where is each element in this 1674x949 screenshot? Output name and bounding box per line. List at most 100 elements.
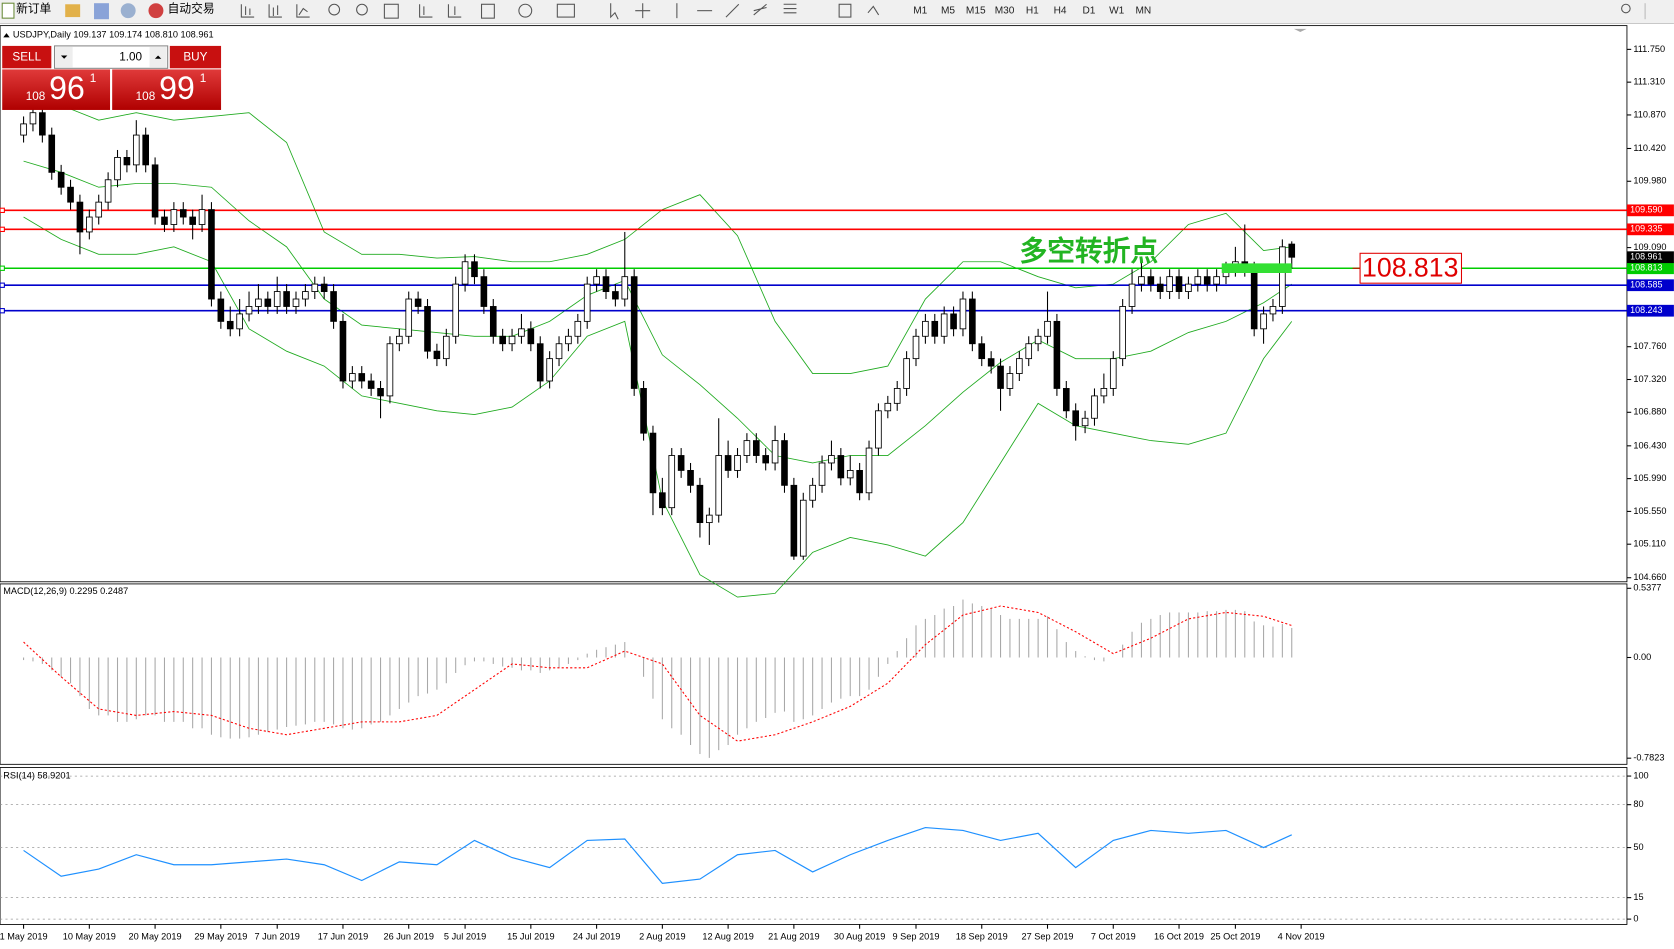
auto-trading-label[interactable]: 自动交易	[168, 2, 215, 16]
timeframe-button[interactable]: W1	[1109, 5, 1125, 16]
y-tick-label: 106.880	[1633, 407, 1666, 417]
candle	[48, 127, 56, 180]
tool-icon[interactable]	[725, 3, 740, 18]
timeframe-button[interactable]: MN	[1135, 5, 1151, 16]
candle-body	[377, 388, 384, 397]
candle	[142, 127, 150, 173]
toolbar-icon[interactable]	[120, 3, 136, 19]
auto-trading-button[interactable]: 自动交易	[148, 2, 215, 19]
candle	[752, 433, 760, 463]
candle	[536, 336, 544, 389]
candle-body	[1072, 410, 1080, 427]
timeframe-button[interactable]: M30	[995, 5, 1015, 16]
search-icon[interactable]	[1621, 3, 1631, 14]
candle-body	[959, 298, 967, 330]
candle-body	[978, 343, 986, 360]
toolbar	[0, 0, 1674, 24]
candle	[799, 492, 807, 560]
candle-body	[574, 320, 582, 337]
candle	[123, 149, 131, 173]
candle	[1260, 306, 1267, 344]
candle-body	[696, 484, 704, 524]
candle-body	[997, 365, 1004, 389]
toolbar-icon[interactable]	[94, 3, 109, 20]
tool-icon[interactable]	[296, 4, 310, 18]
candle-body	[734, 455, 741, 471]
candle-body	[283, 291, 290, 307]
candle	[1128, 269, 1136, 314]
lots-value[interactable]: 1.00	[119, 51, 142, 64]
timeframe-button[interactable]: M1	[913, 5, 927, 16]
candle-body	[865, 447, 873, 494]
candle-body	[912, 335, 920, 360]
auto-trading-icon	[148, 3, 164, 19]
level-label: 108.813	[1630, 263, 1662, 273]
candle	[640, 380, 647, 441]
sell-price-box[interactable]	[2, 69, 111, 110]
lots-box[interactable]	[53, 45, 169, 69]
candle	[1109, 351, 1117, 396]
candle	[396, 328, 403, 352]
candle	[1025, 336, 1033, 367]
timeframe-button[interactable]: H4	[1054, 5, 1067, 16]
candle	[349, 366, 356, 389]
chart-header: USDJPY,Daily 109.137 109.174 108.810 108…	[13, 30, 214, 40]
timeframe-button[interactable]: M5	[941, 5, 955, 16]
candle-body	[884, 402, 892, 412]
timeframe-bar: M1 M5 M15 M30 H1 H4 D1 W1 MN	[913, 5, 1151, 16]
candle-body	[668, 455, 676, 509]
candle	[245, 291, 253, 322]
candle	[555, 336, 563, 367]
sell-button[interactable]	[2, 45, 52, 69]
tool-icon[interactable]	[447, 4, 462, 18]
new-order-button[interactable]: 新订单	[1, 2, 52, 19]
buy-button[interactable]	[169, 45, 222, 69]
tool-icon[interactable]	[867, 5, 880, 16]
tool-icon[interactable]	[328, 3, 341, 16]
candle	[302, 284, 309, 307]
tool-icon[interactable]	[635, 3, 651, 19]
tool-icon[interactable]	[480, 3, 495, 19]
shift-marker	[1293, 28, 1307, 33]
tool-icon[interactable]	[240, 4, 255, 18]
y-tick-label: 80	[1633, 799, 1643, 809]
tool-icon[interactable]	[268, 4, 282, 18]
candle	[1138, 261, 1145, 292]
tool-icon[interactable]	[556, 3, 575, 18]
tool-icon[interactable]	[610, 3, 619, 20]
tool-icon[interactable]	[419, 4, 433, 18]
timeframe-button[interactable]: M15	[966, 5, 986, 16]
buy-label[interactable]: BUY	[183, 51, 207, 64]
buy-price-box[interactable]	[112, 69, 222, 110]
timeframe-button[interactable]: D1	[1082, 5, 1095, 16]
tool-icon[interactable]	[838, 3, 852, 18]
candle-body	[771, 440, 779, 464]
candle	[1203, 269, 1211, 292]
toolbar-icon[interactable]	[65, 4, 81, 18]
level-label: 109.335	[1630, 224, 1662, 234]
candle	[1279, 239, 1286, 314]
candle	[1016, 351, 1023, 381]
sell-label[interactable]: SELL	[12, 51, 41, 64]
candle	[442, 328, 450, 367]
tool-icon[interactable]	[753, 3, 767, 16]
tool-icon[interactable]	[518, 3, 533, 18]
candle-body	[1138, 276, 1145, 285]
sell-price-main: 96	[49, 70, 85, 106]
candle	[1062, 380, 1070, 419]
tool-icon[interactable]	[356, 3, 368, 16]
tool-icon[interactable]	[783, 3, 797, 14]
x-tick-label: 24 Jul 2019	[573, 932, 620, 942]
candle	[978, 336, 986, 367]
y-tick-label: 0.00	[1633, 652, 1651, 662]
one-click-trading: SELL 1.00 BUY 108 96 1 108 99 1	[2, 45, 222, 110]
candle	[499, 328, 506, 352]
timeframe-button[interactable]: H1	[1026, 5, 1039, 16]
new-order-label[interactable]: 新订单	[16, 2, 51, 16]
x-tick-label: 7 Oct 2019	[1091, 932, 1136, 942]
candle	[226, 306, 234, 337]
x-tick-label: 27 Sep 2019	[1021, 932, 1073, 942]
tool-icon[interactable]	[383, 3, 399, 19]
candle	[433, 343, 441, 367]
x-tick-label: 17 Jun 2019	[318, 932, 369, 942]
